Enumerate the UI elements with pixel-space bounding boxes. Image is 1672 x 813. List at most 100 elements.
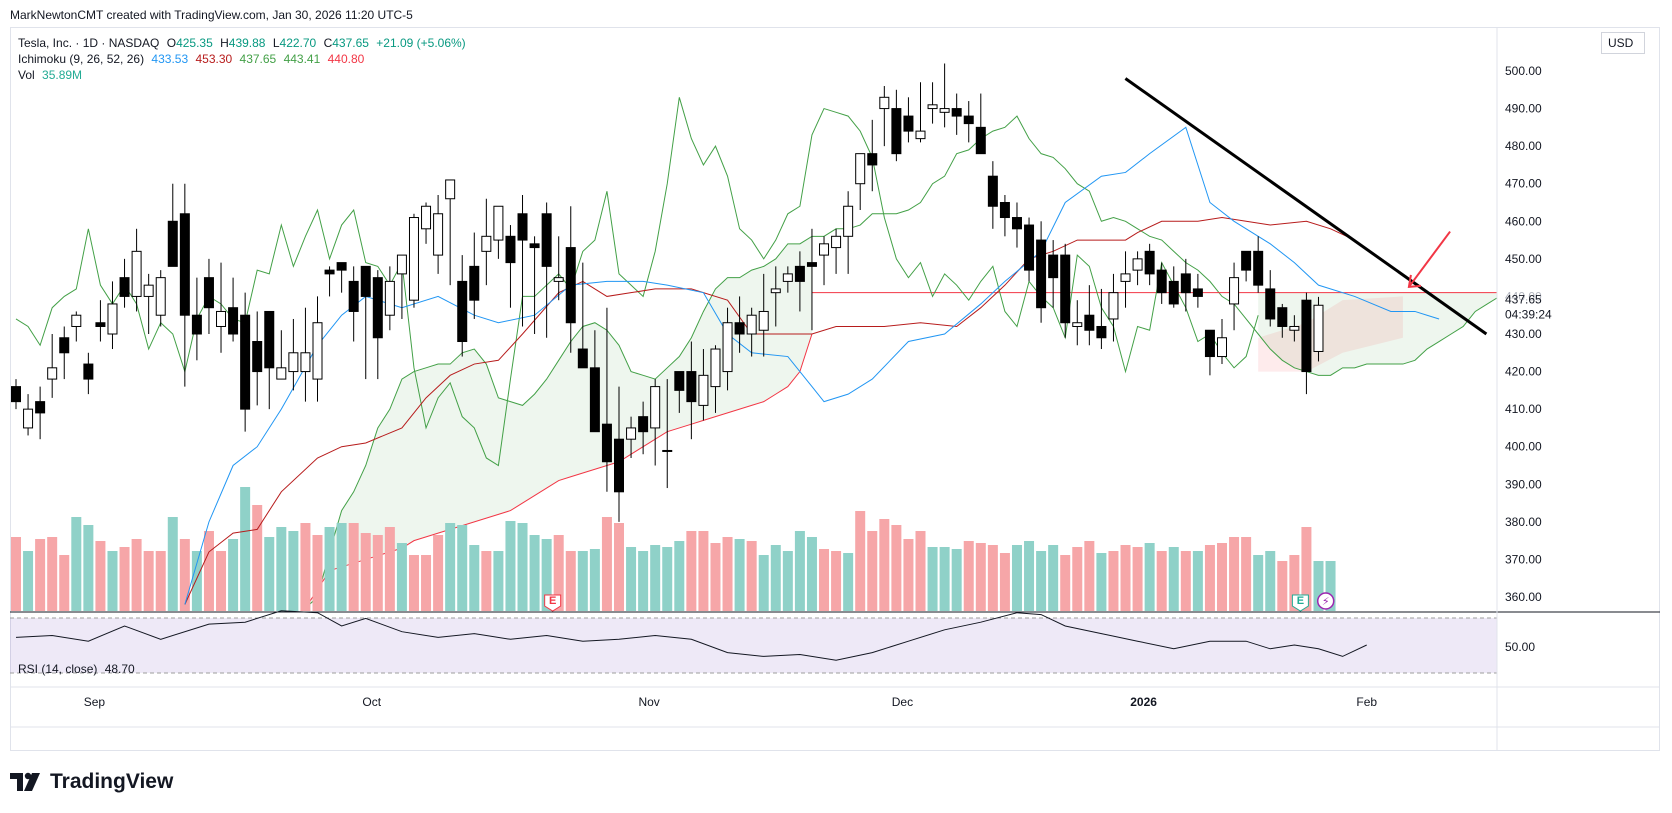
price-axis-tick: 420.00 (1505, 365, 1542, 379)
ichimoku-label[interactable]: Ichimoku (9, 26, 52, 26) (18, 52, 145, 66)
time-axis-label: Sep (84, 695, 106, 709)
chart-frame (10, 27, 1660, 751)
candle-body-down (1168, 280, 1179, 305)
volume-bar (1132, 547, 1143, 611)
candle-body-up (276, 367, 287, 380)
price-candle (1048, 240, 1059, 308)
earnings-marker-past: E (544, 594, 562, 612)
volume-bar (131, 539, 142, 611)
candle-body-down (577, 348, 588, 369)
price-candle (1313, 296, 1324, 362)
candle-body-down (541, 213, 552, 267)
price-candle (650, 379, 661, 466)
volume-bar (1084, 541, 1095, 611)
volume-bar (1144, 543, 1155, 611)
tradingview-brand[interactable]: TradingView (10, 770, 173, 794)
time-axis-label: 2026 (1130, 695, 1157, 709)
earnings-marker-upcoming: E (1291, 594, 1309, 612)
volume-bar (855, 511, 866, 611)
candle-body-down (1048, 254, 1059, 279)
volume-bar (493, 551, 504, 611)
volume-label[interactable]: Vol (18, 68, 35, 82)
volume-bar (1229, 537, 1240, 611)
volume-bar (59, 555, 70, 611)
candle-body-up (662, 449, 673, 452)
symbol-legend-row[interactable]: Tesla, Inc. · 1D · NASDAQ O425.35 H439.8… (18, 35, 470, 51)
volume-bar (324, 527, 335, 611)
price-plot-area: E E ⚡ (11, 63, 1497, 612)
price-candle (698, 349, 709, 421)
candle-body-up (421, 205, 432, 230)
candle-body-down (83, 363, 94, 380)
price-candle (819, 236, 830, 286)
brand-name: TradingView (50, 770, 174, 793)
price-candle (1120, 251, 1131, 308)
price-candle (626, 416, 637, 458)
price-candle (143, 273, 154, 334)
symbol-title[interactable]: Tesla, Inc. · 1D · NASDAQ (18, 36, 160, 50)
price-candle (638, 401, 649, 455)
candle-body-down (734, 322, 745, 335)
arrow-drawing-shaft (1408, 230, 1451, 288)
rsi-legend[interactable]: RSI (14, close) 48.70 (18, 662, 135, 676)
price-candle (264, 310, 275, 410)
volume-bar (819, 549, 830, 611)
price-candle (228, 277, 239, 342)
volume-bar (650, 545, 661, 611)
time-axis-label: Dec (892, 695, 913, 709)
candle-body-down (203, 277, 214, 309)
price-candle (1132, 251, 1143, 286)
candle-body-up (746, 314, 757, 335)
candle-body-up (1132, 258, 1143, 271)
price-candle (324, 266, 335, 297)
volume-bar (372, 535, 383, 611)
price-candle (107, 281, 118, 350)
price-candle (421, 202, 432, 244)
candle-body-up (445, 179, 456, 200)
volume-bar (360, 533, 371, 611)
volume-legend-row[interactable]: Vol 35.89M (18, 67, 470, 83)
volume-bar (1204, 545, 1215, 611)
candle-body-up (300, 352, 311, 373)
price-candle (601, 307, 612, 492)
candle-body-up (782, 273, 793, 282)
volume-bar (1301, 527, 1312, 611)
dividend-flash-marker: ⚡ (1316, 592, 1335, 610)
ichimoku-legend-row[interactable]: Ichimoku (9, 26, 52, 26) 433.53 453.30 4… (18, 51, 470, 67)
price-axis-tick: 460.00 (1505, 214, 1542, 228)
volume-bar (119, 547, 130, 611)
price-candle (710, 345, 721, 413)
change-value: +21.09 (+5.06%) (376, 36, 466, 50)
volume-bar (312, 535, 323, 611)
volume-bar (614, 523, 624, 611)
candle-body-up (143, 284, 154, 297)
candle-body-up (481, 235, 492, 252)
volume-bar (1011, 545, 1022, 611)
rsi-line (15, 610, 1367, 661)
price-candle (915, 82, 926, 143)
price-axis-tick-faded: 440.00 (1505, 289, 1542, 303)
candle-body-down (1024, 224, 1035, 271)
volume-value: 35.89M (42, 68, 83, 82)
price-candle (131, 228, 142, 312)
volume-bar (336, 523, 347, 611)
price-candle (1024, 217, 1035, 282)
ichimoku-lagging-span-line (15, 97, 1259, 467)
candle-body-up (553, 277, 564, 282)
volume-bar (577, 551, 588, 611)
currency-selector[interactable]: USD (1601, 32, 1645, 54)
price-candle (191, 277, 202, 361)
candle-body-down (529, 243, 540, 249)
time-axis-label: Oct (362, 695, 381, 709)
candle-body-down (614, 438, 624, 493)
candle-body-down (686, 371, 697, 403)
price-candle (541, 202, 552, 338)
volume-bar (903, 539, 914, 611)
candle-body-down (457, 280, 468, 343)
candle-body-down (1265, 288, 1276, 320)
candle-body-up (288, 352, 299, 373)
price-candle (939, 63, 950, 128)
candle-body-down (951, 108, 962, 117)
rsi-label[interactable]: RSI (14, close) (18, 662, 98, 676)
